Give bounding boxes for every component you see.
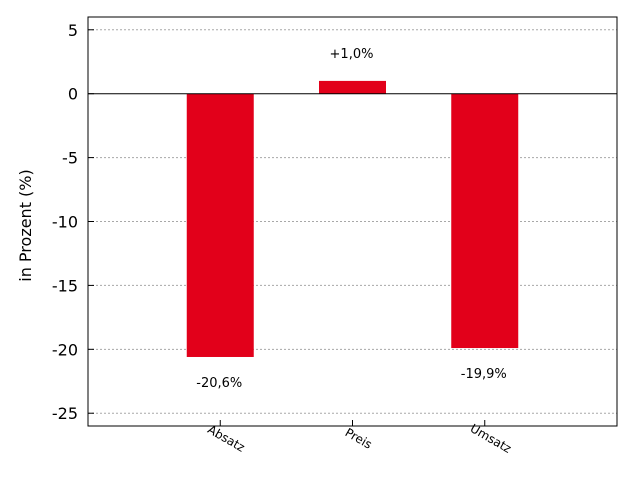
data-label: +1,0% xyxy=(330,47,374,62)
y-tick-label: 5 xyxy=(68,21,78,40)
x-tick-label: Preis xyxy=(343,425,375,451)
y-axis-label: in Prozent (%) xyxy=(16,169,35,281)
y-tick-label: -10 xyxy=(52,213,78,232)
y-tick-label: -15 xyxy=(52,276,78,295)
y-tick-label: -5 xyxy=(62,149,78,168)
y-tick-label: -20 xyxy=(52,340,78,359)
x-tick-label: Absatz xyxy=(205,422,247,454)
data-label: -19,9% xyxy=(461,367,507,382)
bar xyxy=(186,93,254,357)
data-label: -20,6% xyxy=(196,376,242,391)
x-axis-ticks: Absatz Preis Umsatz xyxy=(205,420,514,456)
y-tick-label: -25 xyxy=(52,404,78,423)
bar xyxy=(319,80,386,94)
y-tick-label: 0 xyxy=(68,85,78,104)
y-axis-ticks: 5 0 -5 -10 -15 -20 -25 xyxy=(52,21,94,423)
bar xyxy=(451,93,519,349)
bars xyxy=(186,80,519,357)
data-labels: -20,6% +1,0% -19,9% xyxy=(196,47,507,391)
grid-lines xyxy=(88,29,617,414)
